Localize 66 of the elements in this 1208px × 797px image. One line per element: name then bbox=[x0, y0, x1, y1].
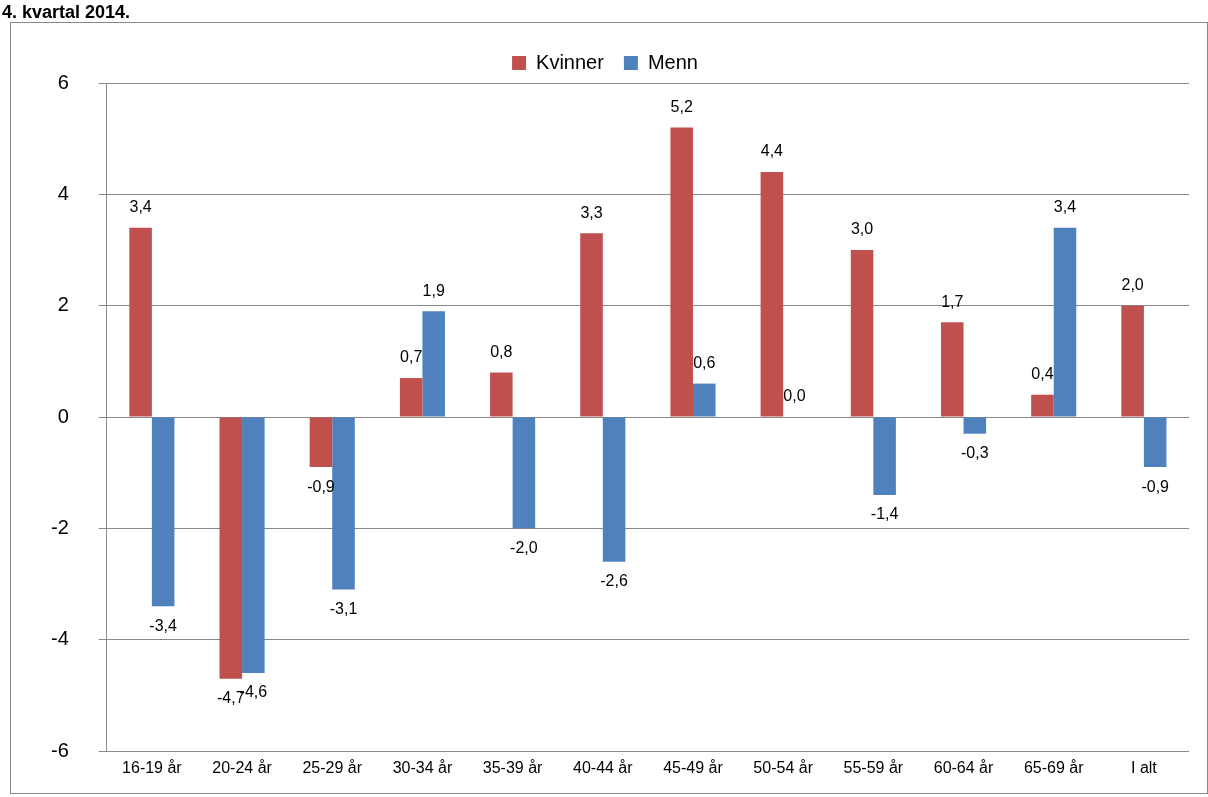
legend-label: Menn bbox=[647, 50, 698, 73]
bar bbox=[422, 311, 445, 417]
bar bbox=[151, 417, 175, 607]
data-label: 3,0 bbox=[850, 220, 874, 238]
data-label: -0,3 bbox=[961, 444, 989, 462]
data-label: 0,7 bbox=[400, 348, 423, 366]
bar bbox=[1053, 227, 1077, 417]
bar bbox=[129, 227, 152, 417]
data-label: -3,4 bbox=[149, 616, 178, 634]
data-label: 0,8 bbox=[490, 342, 513, 360]
bar bbox=[512, 417, 536, 529]
legend-label: Kvinner bbox=[536, 50, 605, 73]
data-label: 1,7 bbox=[941, 292, 964, 310]
data-label: 3,3 bbox=[580, 203, 603, 221]
bar bbox=[850, 250, 874, 417]
x-tick-label: 30-34 år bbox=[392, 759, 453, 777]
data-label: -3,1 bbox=[329, 599, 358, 617]
y-tick-label: 4 bbox=[57, 181, 69, 204]
chart-title: 4. kvartal 2014. bbox=[1, 1, 132, 22]
x-tick-label: 25-29 år bbox=[302, 759, 363, 777]
data-label: -2,6 bbox=[600, 572, 628, 590]
bar bbox=[1121, 305, 1144, 417]
x-tick-label: 16-19 år bbox=[122, 759, 183, 777]
x-tick-label: 45-49 år bbox=[663, 759, 724, 777]
bar bbox=[692, 383, 716, 417]
x-tick-label: 50-54 år bbox=[753, 759, 814, 777]
x-tick-label: 40-44 år bbox=[573, 759, 634, 777]
data-label: -2,0 bbox=[510, 538, 538, 556]
y-tick-label: -2 bbox=[50, 515, 69, 538]
bar bbox=[873, 417, 896, 495]
bar bbox=[490, 372, 513, 417]
bar bbox=[580, 233, 603, 417]
bar bbox=[309, 417, 333, 468]
data-label: -0,9 bbox=[1141, 477, 1170, 495]
y-tick-label: 0 bbox=[57, 404, 69, 427]
bar bbox=[760, 172, 784, 417]
y-tick-label: -6 bbox=[50, 738, 69, 761]
bar bbox=[1143, 417, 1167, 468]
bar bbox=[332, 417, 355, 590]
bar bbox=[602, 417, 626, 562]
y-tick-label: 6 bbox=[57, 70, 69, 93]
x-tick-label: 55-59 år bbox=[843, 759, 904, 777]
bar bbox=[963, 417, 987, 434]
bar bbox=[1031, 394, 1054, 417]
bar bbox=[670, 127, 693, 417]
data-label: 5,2 bbox=[670, 97, 693, 115]
y-tick-label: 2 bbox=[57, 293, 69, 316]
data-label: 1,9 bbox=[422, 281, 445, 299]
data-label: 0,0 bbox=[783, 387, 806, 405]
data-label: 3,4 bbox=[129, 198, 152, 216]
data-label: 2,0 bbox=[1121, 276, 1144, 294]
bar bbox=[242, 417, 265, 674]
data-label: -1,4 bbox=[870, 505, 899, 523]
bar bbox=[399, 378, 423, 417]
data-label: 4,4 bbox=[760, 142, 784, 160]
x-tick-label: I alt bbox=[1131, 759, 1158, 777]
bar bbox=[219, 417, 243, 679]
x-tick-label: 65-69 år bbox=[1023, 759, 1085, 777]
x-tick-label: 60-64 år bbox=[933, 759, 995, 777]
x-tick-label: 35-39 år bbox=[482, 759, 544, 777]
y-tick-label: -4 bbox=[50, 627, 69, 650]
data-label: 3,4 bbox=[1053, 198, 1077, 216]
data-label: 0,6 bbox=[693, 354, 716, 372]
data-label: 0,4 bbox=[1031, 365, 1054, 383]
bar bbox=[940, 322, 964, 417]
x-tick-label: 20-24 år bbox=[212, 759, 273, 777]
